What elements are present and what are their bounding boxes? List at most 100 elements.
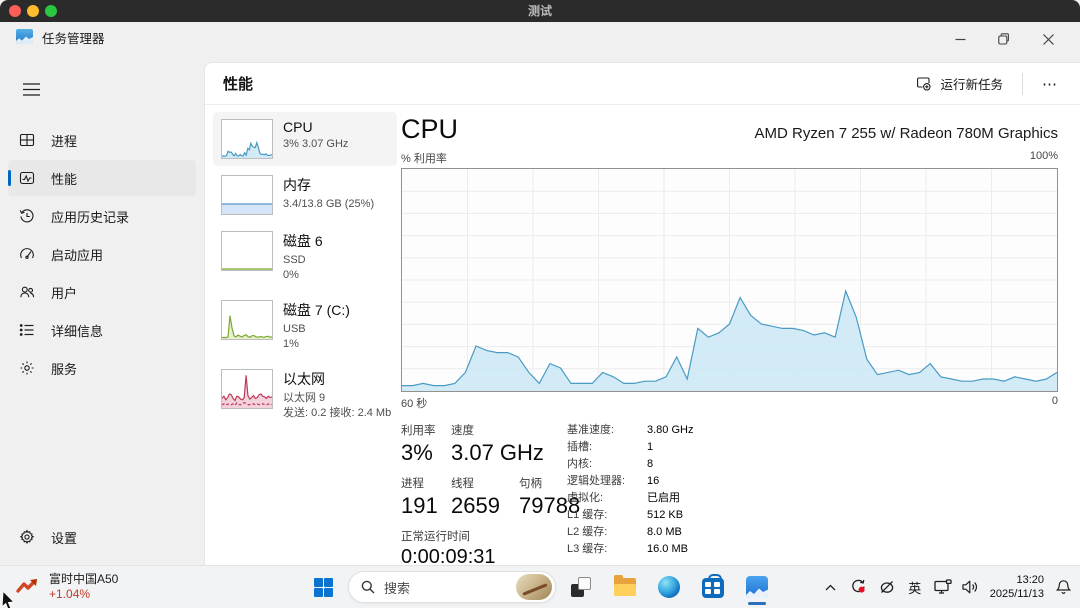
spec-row: 插槽: 1: [567, 441, 654, 453]
restore-icon: [998, 33, 1009, 45]
history-icon: [18, 208, 35, 225]
cpu-utilization-chart[interactable]: [401, 168, 1058, 392]
cpu-spec-stats: 基准速度: 3.80 GHz 插槽: 1 内核: 8 逻辑处理器: 16 虚拟化: 已启用…: [567, 422, 693, 578]
hamburger-icon: [22, 82, 40, 96]
spec-row: 逻辑处理器: 16: [567, 475, 660, 487]
restore-button[interactable]: [982, 24, 1026, 54]
metric-subtitle: 3.4/13.8 GB (25%): [283, 198, 375, 210]
notification-bell-icon: [1055, 580, 1071, 594]
sidebar-item-settings[interactable]: 设置: [8, 519, 196, 555]
metric-item-ethernet[interactable]: 以太网 以太网 9 发送: 0.2 接收: 2.4 Mb: [213, 362, 397, 429]
utilization-value: 3%: [401, 440, 433, 465]
task-manager-window: 任务管理器: [0, 22, 1080, 568]
run-new-task-button[interactable]: 运行新任务: [906, 68, 1013, 99]
metric-item-memory[interactable]: 内存 3.4/13.8 GB (25%): [213, 168, 397, 222]
task-manager-icon: [746, 576, 768, 598]
sidebar-item-app-history[interactable]: 应用历史记录: [8, 198, 196, 234]
mac-close-button[interactable]: [9, 5, 21, 17]
metric-subtitle: USB: [283, 322, 306, 335]
mac-zoom-button[interactable]: [45, 5, 57, 17]
blocked-icon: [880, 581, 893, 593]
window-titlebar: 任务管理器: [0, 22, 1080, 62]
divider: [1022, 72, 1023, 95]
metric-subtitle2: 发送: 0.2 接收: 2.4 Mb: [283, 406, 392, 419]
blocked-status-button[interactable]: [874, 570, 900, 604]
input-language-button[interactable]: 英: [902, 570, 928, 604]
input-language-indicator: 英: [908, 580, 922, 596]
close-button[interactable]: [1026, 24, 1070, 54]
mouse-cursor: [1, 591, 16, 608]
threads-value: 2659: [451, 493, 500, 518]
performance-icon: [18, 170, 35, 187]
stat-label: 利用率: [401, 425, 436, 437]
clock-time: 13:20: [1016, 574, 1044, 586]
edge-browser-button[interactable]: [650, 568, 688, 606]
processes-value: 191: [401, 493, 438, 518]
volume-button[interactable]: [958, 570, 984, 604]
sidebar-item-details[interactable]: 详细信息: [8, 312, 196, 348]
search-box[interactable]: 搜索: [348, 571, 556, 603]
stat-label: 进程: [401, 478, 424, 490]
spec-row: L2 缓存: 8.0 MB: [567, 526, 682, 538]
sidebar-item-performance[interactable]: 性能: [8, 160, 196, 196]
menu-toggle-button[interactable]: [14, 74, 48, 104]
sidebar-item-users[interactable]: 用户: [8, 274, 196, 310]
stat-label: 线程: [451, 478, 474, 490]
metric-item-disk6[interactable]: 磁盘 6 SSD 0%: [213, 224, 397, 291]
chart-x-right-label: 0: [1051, 395, 1058, 407]
spec-row: L3 缓存: 16.0 MB: [567, 543, 688, 555]
mac-minimize-button[interactable]: [27, 5, 39, 17]
handles-value: 79788: [519, 493, 581, 518]
system-tray: 英 13:20 2025/11/13: [818, 566, 1076, 608]
cast-display-button[interactable]: [930, 570, 956, 604]
performance-content: CPU 3% 3.07 GHz 内存 3.4/13.8 GB (25%): [205, 106, 1080, 568]
metric-subtitle: SSD: [283, 254, 306, 266]
spec-row: 虚拟化: 已启用: [567, 492, 680, 504]
sidebar-item-label: 进程: [51, 133, 78, 149]
speed-value: 3.07 GHz: [451, 440, 544, 465]
task-manager-app-icon: [16, 29, 33, 44]
vm-window-title: 测试: [527, 4, 552, 18]
metric-subtitle2: 0%: [283, 269, 299, 282]
settings-gear-icon: [18, 529, 35, 546]
start-button[interactable]: [304, 568, 342, 606]
cpu-panel-title: CPU: [401, 114, 459, 144]
task-view-icon: [571, 577, 591, 597]
sidebar-item-processes[interactable]: 进程: [8, 122, 196, 158]
cpu-model-name: AMD Ryzen 7 255 w/ Radeon 780M Graphics: [754, 125, 1058, 142]
sidebar-item-startup-apps[interactable]: 启动应用: [8, 236, 196, 272]
taskbar-center: 搜索: [304, 568, 776, 606]
sidebar: 进程 性能 应用历史记录 启动应用: [0, 62, 204, 565]
stat-label: 正常运行时间: [401, 531, 470, 543]
minimize-button[interactable]: [938, 24, 982, 54]
task-view-button[interactable]: [562, 568, 600, 606]
tray-overflow-button[interactable]: [818, 570, 844, 604]
new-task-icon: [917, 77, 932, 91]
sidebar-item-label: 启动应用: [51, 247, 104, 263]
sidebar-item-label: 性能: [51, 171, 78, 187]
sidebar-item-label: 应用历史记录: [51, 209, 130, 225]
notifications-button[interactable]: [1050, 570, 1076, 604]
ethernet-mini-chart: [221, 368, 273, 409]
widgets-button[interactable]: 富时中国A50 +1.04%: [10, 570, 124, 604]
taskbar: 富时中国A50 +1.04% 搜索: [0, 565, 1080, 608]
stock-trend-icon: [16, 579, 37, 593]
file-explorer-button[interactable]: [606, 568, 644, 606]
clock[interactable]: 13:20 2025/11/13: [986, 573, 1048, 601]
metric-title: 内存: [283, 177, 311, 193]
search-icon: [361, 580, 375, 594]
cpu-live-stats: 利用率 3% 速度 3.07 GHz 进程: [401, 422, 580, 578]
store-icon: [702, 574, 724, 598]
metric-item-disk7[interactable]: 磁盘 7 (C:) USB 1%: [213, 293, 397, 360]
task-manager-taskbar-button[interactable]: [738, 568, 776, 606]
sidebar-item-label: 详细信息: [51, 323, 104, 339]
page-title: 性能: [223, 76, 254, 93]
sidebar-item-services[interactable]: 服务: [8, 350, 196, 386]
metric-item-cpu[interactable]: CPU 3% 3.07 GHz: [213, 112, 397, 166]
more-options-button[interactable]: ⋯: [1032, 71, 1068, 97]
metric-subtitle: 3% 3.07 GHz: [283, 138, 349, 150]
chart-x-left-label: 60 秒: [401, 398, 428, 410]
microsoft-store-button[interactable]: [694, 568, 732, 606]
sync-status-button[interactable]: [846, 570, 872, 604]
cpu-mini-chart: [221, 119, 273, 159]
